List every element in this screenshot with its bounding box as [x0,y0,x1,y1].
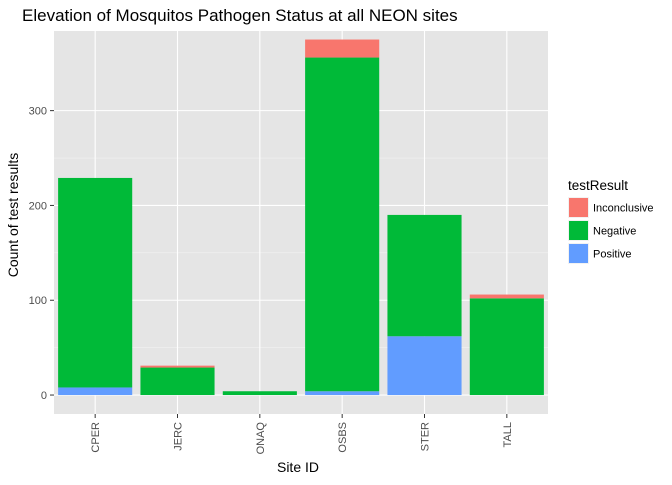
bar-tall-negative [469,298,544,396]
y-tick-label: 300 [29,106,47,118]
x-tick-label: ONAQ [255,422,267,455]
bar-jerc-negative [140,367,215,396]
bar-osbs-negative [305,57,380,392]
legend-label-inconclusive: Inconclusive [593,203,654,215]
legend-label-negative: Negative [593,226,636,238]
bar-jerc-inconclusive [140,365,215,368]
legend-key-negative [569,221,588,240]
bar-ster-negative [387,214,462,337]
y-tick-label: 100 [29,295,47,307]
y-tick-label: 0 [41,390,47,402]
bar-ster-positive [387,336,462,396]
bar-cper-positive [58,387,133,396]
chart-title: Elevation of Mosquitos Pathogen Status a… [22,6,458,25]
bar-cper-negative [58,177,133,388]
panel-background [54,31,548,414]
x-tick-label: TALL [502,422,514,447]
bar-osbs-positive [305,391,380,396]
x-tick-label: OSBS [337,422,349,453]
legend-label-positive: Positive [593,249,632,261]
x-tick-label: JERC [173,422,185,451]
y-axis-label: Count of test results [5,153,21,278]
legend-title: testResult [568,178,628,193]
y-tick-label: 200 [29,200,47,212]
legend-key-inconclusive [569,198,588,217]
plot-panel [54,31,548,414]
bar-osbs-inconclusive [305,39,380,58]
bar-onaq-negative [222,391,297,396]
bars [58,39,544,396]
x-tick-label: STER [420,422,432,451]
bar-tall-inconclusive [469,294,544,299]
x-tick-label: CPER [90,422,102,453]
x-axis-label: Site ID [277,459,319,475]
legend: Inconclusive Negative Positive [568,197,654,264]
legend-key-positive [569,244,588,263]
